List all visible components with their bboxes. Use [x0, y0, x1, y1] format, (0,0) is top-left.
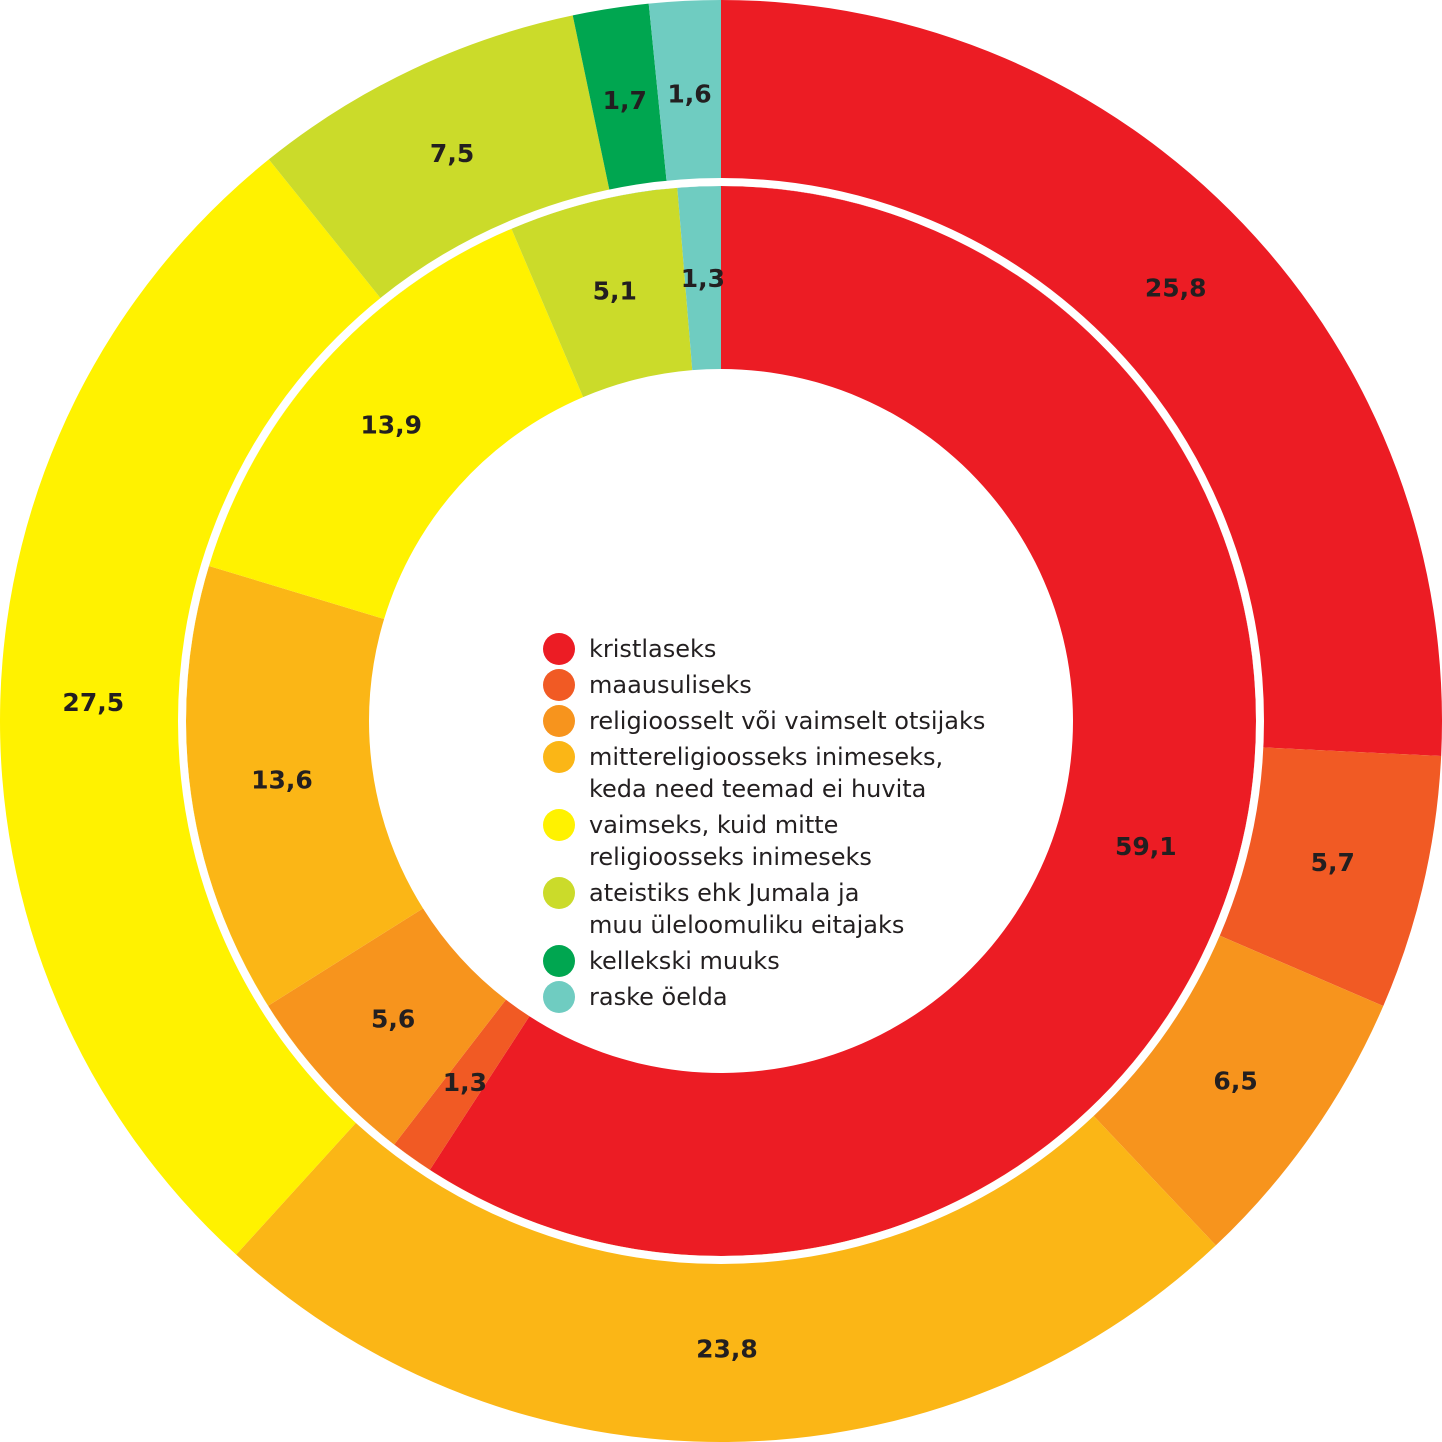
outer-label-8: 1,6	[667, 79, 711, 108]
legend-label: mittereligioosseks inimeseks, keda need …	[589, 743, 944, 803]
outer-label-4: 23,8	[696, 1334, 758, 1363]
outer-slice-8	[648, 0, 721, 189]
outer-label-1: 25,8	[1145, 273, 1207, 302]
legend-swatch	[543, 669, 575, 701]
inner-label-8: 1,3	[681, 264, 725, 293]
outer-slice-3	[1088, 932, 1384, 1246]
legend-swatch	[543, 877, 575, 909]
legend-item: kristlaseks	[543, 633, 985, 665]
legend-label: kristlaseks	[589, 635, 717, 663]
inner-ring	[185, 186, 1256, 1256]
outer-slice-5	[0, 159, 386, 1255]
legend-label: kellekski muuks	[589, 947, 780, 975]
legend-swatch	[543, 705, 575, 737]
legend-label: religioosselt või vaimselt otsijaks	[589, 707, 986, 735]
outer-label-7: 1,7	[603, 86, 647, 115]
inner-label-5: 13,9	[360, 411, 422, 440]
inner-slice-1	[429, 186, 1256, 1256]
ring-separator	[178, 178, 1264, 1264]
legend-swatch	[543, 981, 575, 1013]
data-labels: 25,8 5,7 6,5 23,8 27,5 7,5 1,7 1,6 59,1 1,3 5,6 13,…	[62, 79, 1355, 1363]
outer-slice-4	[236, 1110, 1216, 1442]
legend-swatch	[543, 945, 575, 977]
inner-label-4: 13,6	[251, 766, 313, 795]
inner-label-3: 5,6	[371, 1004, 415, 1033]
legend-swatch	[543, 741, 575, 773]
legend-item: ateistiks ehk Jumala ja muu üleloomuliku…	[543, 877, 985, 941]
inner-slice-6	[511, 187, 693, 398]
legend: kristlaseks maausuliseks religioosselt või…	[543, 633, 985, 1017]
legend-label: maausuliseks	[589, 671, 752, 699]
legend-item: maausuliseks	[543, 669, 985, 701]
inner-slice-5	[208, 228, 584, 619]
inner-slice-3	[268, 908, 506, 1145]
legend-item: vaimseks, kuid mitte religioosseks inime…	[543, 809, 985, 873]
legend-swatch	[543, 809, 575, 841]
inner-slice-2	[394, 999, 530, 1170]
legend-swatch	[543, 633, 575, 665]
legend-label: raske öelda	[589, 983, 728, 1011]
legend-item: kellekski muuks	[543, 945, 985, 977]
legend-label: vaimseks, kuid mitte religioosseks inime…	[589, 811, 872, 871]
outer-label-2: 5,7	[1311, 848, 1355, 877]
outer-slice-6	[268, 15, 611, 305]
legend-label: ateistiks ehk Jumala ja muu üleloomuliku…	[589, 879, 905, 939]
outer-slice-2	[1212, 747, 1442, 1007]
outer-label-6: 7,5	[430, 139, 474, 168]
inner-slice-8	[677, 186, 721, 371]
inner-label-2: 1,3	[443, 1068, 487, 1097]
outer-label-3: 6,5	[1213, 1066, 1257, 1095]
inner-label-6: 5,1	[593, 276, 637, 305]
legend-item: raske öelda	[543, 981, 985, 1013]
inner-label-1: 59,1	[1115, 832, 1177, 861]
outer-label-5: 27,5	[62, 688, 124, 717]
legend-item: mittereligioosseks inimeseks, keda need …	[543, 741, 985, 805]
outer-slice-1	[721, 0, 1442, 757]
inner-slice-4	[185, 565, 424, 1006]
legend-item: religioosselt või vaimselt otsijaks	[543, 705, 985, 737]
outer-slice-7	[572, 3, 668, 198]
